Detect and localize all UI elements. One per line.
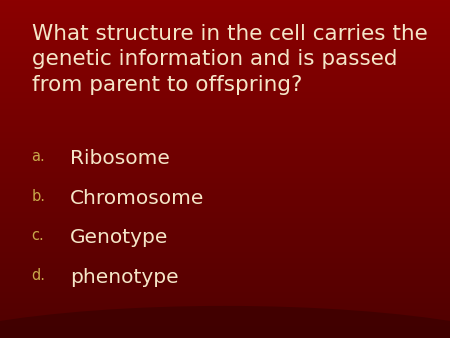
Text: a.: a. (32, 149, 45, 164)
Text: c.: c. (32, 228, 44, 243)
Text: What structure in the cell carries the
genetic information and is passed
from pa: What structure in the cell carries the g… (32, 24, 427, 95)
Ellipse shape (0, 306, 450, 338)
Text: Ribosome: Ribosome (70, 149, 170, 168)
Text: d.: d. (32, 268, 45, 283)
Text: b.: b. (32, 189, 45, 203)
Text: phenotype: phenotype (70, 268, 178, 287)
Text: Genotype: Genotype (70, 228, 168, 247)
Text: Chromosome: Chromosome (70, 189, 204, 208)
